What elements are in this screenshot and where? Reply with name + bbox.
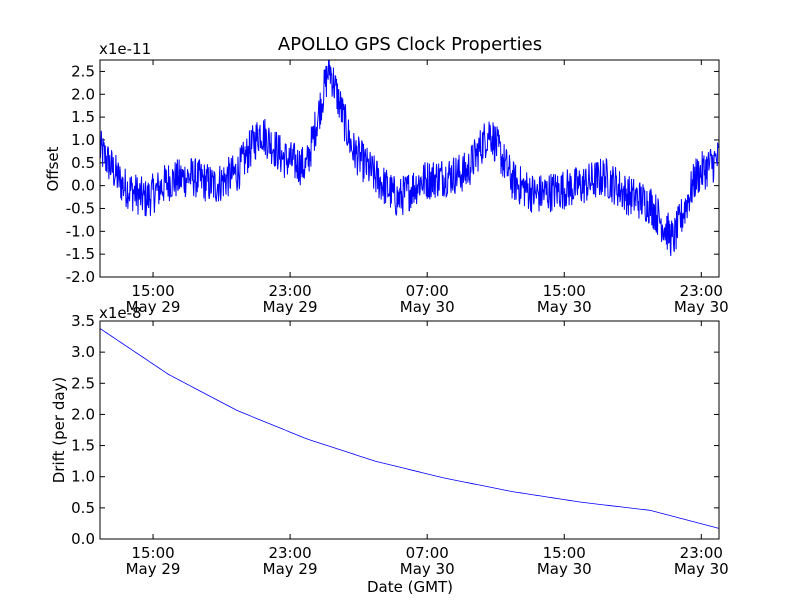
offset-y-tick-label: 0.5 [71, 154, 95, 172]
offset-y-tick-label: 2.0 [71, 85, 95, 103]
offset-y-label: Offset [44, 146, 62, 191]
drift-x-tick-date: May 30 [674, 560, 729, 578]
offset-panel: x1e-11 Offset -2.0 -1.5 -1.0 -0.5 0.0 0.5 1.0 1… [44, 40, 729, 316]
offset-x-tick-date: May 30 [400, 298, 455, 316]
offset-x-tick-date: May 29 [263, 298, 318, 316]
offset-y-tick-label: -1.5 [66, 245, 95, 263]
drift-x-tick-date: May 29 [126, 560, 181, 578]
drift-x-tick-date: May 30 [537, 560, 592, 578]
drift-x-tick-time: 23:00 [268, 544, 311, 562]
offset-series-line [100, 60, 719, 257]
offset-x-tick-date: May 30 [674, 298, 729, 316]
offset-x-tick-time: 23:00 [268, 282, 311, 300]
drift-x-tick-date: May 29 [263, 560, 318, 578]
offset-y-tick-label: -1.0 [66, 222, 95, 240]
offset-y-tick-label: 1.0 [71, 131, 95, 149]
offset-x-tick-time: 23:00 [680, 282, 723, 300]
drift-y-tick-label: 0.0 [71, 530, 95, 548]
drift-y-tick-label: 3.0 [71, 343, 95, 361]
offset-y-tick-label: -0.5 [66, 199, 95, 217]
drift-y-tick-label: 3.5 [71, 312, 95, 330]
offset-plot-frame [99, 59, 720, 278]
drift-plot-frame [99, 320, 720, 540]
drift-multiplier: x1e-8 [99, 304, 142, 322]
drift-x-tick-time: 07:00 [406, 544, 449, 562]
drift-x-tick-time: 23:00 [680, 544, 723, 562]
offset-multiplier: x1e-11 [99, 40, 151, 58]
drift-y-tick-label: 1.0 [71, 468, 95, 486]
offset-x-tick-time: 15:00 [543, 282, 586, 300]
drift-y-tick-label: 0.5 [71, 499, 95, 517]
drift-series-line [100, 328, 719, 529]
drift-y-label: Drift (per day) [50, 377, 68, 484]
drift-y-tick-label: 2.0 [71, 405, 95, 423]
drift-x-tick-time: 15:00 [131, 544, 174, 562]
offset-x-tick-date: May 30 [537, 298, 592, 316]
drift-y-tick-label: 2.5 [71, 374, 95, 392]
offset-x-tick-time: 15:00 [131, 282, 174, 300]
drift-x-label: Date (GMT) [367, 578, 453, 596]
offset-y-tick-label: 0.0 [71, 177, 95, 195]
drift-panel: x1e-8 Drift (per day) Date (GMT) 0.0 0.5 1… [50, 304, 729, 596]
offset-x-tick-date: May 29 [126, 298, 181, 316]
offset-y-tick-label: 2.5 [71, 62, 95, 80]
drift-x-tick-date: May 30 [400, 560, 455, 578]
drift-x-tick-time: 15:00 [543, 544, 586, 562]
offset-x-tick-time: 07:00 [406, 282, 449, 300]
drift-y-tick-label: 1.5 [71, 437, 95, 455]
chart-title: APOLLO GPS Clock Properties [278, 34, 542, 55]
offset-y-tick-label: -2.0 [66, 268, 95, 286]
offset-y-tick-label: 1.5 [71, 108, 95, 126]
